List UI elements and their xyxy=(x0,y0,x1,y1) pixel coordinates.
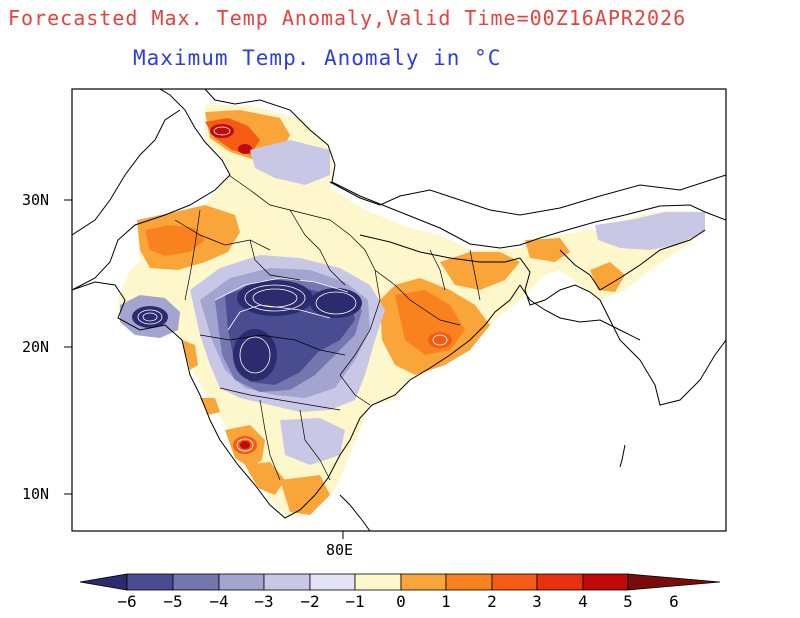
colorbar-highest xyxy=(627,573,721,591)
colorbar-bin-7 xyxy=(400,573,447,591)
colorbar-bin-10 xyxy=(536,573,584,591)
colorbar-label: −4 xyxy=(209,592,229,611)
colorbar-label: 0 xyxy=(396,592,406,611)
lon-label-80e: 80E xyxy=(326,541,354,559)
cool-region-south-tip xyxy=(280,418,345,465)
warm-region-east-peak xyxy=(428,332,452,348)
colorbar-label: 2 xyxy=(487,592,497,611)
colorbar xyxy=(79,573,721,591)
anomaly-field xyxy=(118,104,705,518)
colorbar-bin-3 xyxy=(218,573,265,591)
colorbar-bin-2 xyxy=(172,573,220,591)
colorbar-bin-6 xyxy=(354,573,402,591)
map-frame xyxy=(71,88,727,532)
border-bangladesh xyxy=(519,257,601,306)
border-nepal xyxy=(359,234,521,263)
map-title: Forecasted Max. Temp Anomaly,Valid Time=… xyxy=(8,6,687,30)
border-north xyxy=(204,89,726,249)
colorbar-label: −5 xyxy=(163,592,183,611)
lat-label-30n: 30N xyxy=(22,191,50,209)
contour-lines xyxy=(137,126,448,452)
border-pakistan xyxy=(72,89,231,291)
cool-region-core-south xyxy=(233,329,277,381)
coastline-west xyxy=(72,281,521,519)
colorbar-bin-9 xyxy=(491,573,538,591)
colorbar-label: −3 xyxy=(254,592,274,611)
warm-region-west-coast xyxy=(182,340,220,415)
coastline-bay xyxy=(519,284,641,341)
colorbar-bin-8 xyxy=(445,573,493,591)
cool-region-core-west xyxy=(237,280,313,316)
colorbar-label: 4 xyxy=(578,592,588,611)
lat-label-20n: 20N xyxy=(22,338,50,356)
colorbar-bin-4 xyxy=(263,573,311,591)
colorbar-label: −2 xyxy=(300,592,320,611)
colorbar-bin-5 xyxy=(309,573,356,591)
map-subtitle: Maximum Temp. Anomaly in °C xyxy=(133,46,502,70)
cool-region-core-east xyxy=(310,288,362,318)
boundaries xyxy=(72,89,726,531)
colorbar-label: 1 xyxy=(441,592,451,611)
cool-region-north xyxy=(250,140,330,185)
warm-region-south-peak-core xyxy=(240,441,250,449)
colorbar-bin-1 xyxy=(126,573,174,591)
border-northeast xyxy=(559,229,706,291)
colorbar-bin-11 xyxy=(582,573,629,591)
warm-region-kashmir-peak xyxy=(210,124,234,138)
coastline-sri-lanka xyxy=(339,494,371,531)
cool-region-gujarat-core xyxy=(132,306,168,328)
warm-region-northeast xyxy=(525,225,675,292)
colorbar-label: −6 xyxy=(117,592,137,611)
border-afghanistan xyxy=(72,109,181,236)
border-tibet xyxy=(329,174,726,216)
warm-region-kashmir-peak2 xyxy=(238,144,252,154)
lat-label-10n: 10N xyxy=(22,485,50,503)
colorbar-lowest xyxy=(79,573,128,591)
cool-region-northeast xyxy=(595,212,705,250)
colorbar-label: 6 xyxy=(669,592,679,611)
colorbar-label: 3 xyxy=(532,592,542,611)
warm-region-northwest-core xyxy=(145,225,205,256)
colorbar-label: 5 xyxy=(623,592,633,611)
axis-ticks xyxy=(64,199,344,539)
colorbar-label: −1 xyxy=(345,592,365,611)
state-lines xyxy=(174,175,481,481)
border-myanmar xyxy=(599,299,726,406)
andaman-islands xyxy=(619,444,626,468)
